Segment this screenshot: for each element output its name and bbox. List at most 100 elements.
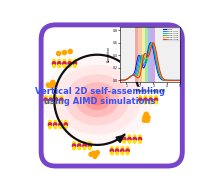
Circle shape	[128, 140, 131, 143]
Circle shape	[146, 115, 150, 119]
Circle shape	[128, 137, 131, 141]
Circle shape	[68, 65, 71, 67]
Circle shape	[155, 101, 157, 104]
Circle shape	[73, 142, 75, 144]
Circle shape	[54, 126, 57, 129]
Circle shape	[53, 65, 55, 67]
Circle shape	[88, 142, 91, 144]
Circle shape	[68, 49, 72, 54]
Circle shape	[139, 140, 141, 143]
Circle shape	[138, 137, 142, 141]
Circle shape	[92, 151, 95, 155]
Circle shape	[49, 126, 51, 129]
Circle shape	[139, 96, 142, 98]
Circle shape	[54, 121, 57, 123]
Circle shape	[126, 152, 129, 155]
Circle shape	[52, 83, 56, 87]
Circle shape	[146, 68, 149, 71]
Circle shape	[144, 98, 147, 101]
Circle shape	[93, 155, 97, 158]
Circle shape	[60, 101, 63, 104]
Circle shape	[78, 147, 81, 150]
Circle shape	[144, 63, 147, 66]
Circle shape	[139, 98, 142, 101]
Circle shape	[64, 123, 67, 126]
Circle shape	[55, 101, 58, 104]
Circle shape	[55, 96, 58, 98]
Circle shape	[149, 101, 152, 104]
Circle shape	[48, 123, 52, 126]
Circle shape	[133, 137, 136, 141]
Circle shape	[83, 142, 86, 144]
Circle shape	[64, 121, 67, 123]
Circle shape	[133, 135, 136, 138]
Ellipse shape	[90, 94, 104, 106]
Circle shape	[121, 147, 124, 149]
Circle shape	[58, 60, 61, 62]
Circle shape	[149, 98, 152, 101]
Circle shape	[64, 126, 67, 129]
Circle shape	[73, 65, 76, 67]
FancyBboxPatch shape	[41, 25, 182, 166]
Circle shape	[121, 152, 124, 155]
Circle shape	[144, 96, 147, 98]
Circle shape	[145, 70, 148, 74]
Circle shape	[49, 101, 52, 104]
Circle shape	[49, 96, 52, 98]
Circle shape	[145, 65, 148, 68]
Circle shape	[49, 121, 51, 123]
Circle shape	[68, 62, 71, 65]
Circle shape	[58, 62, 61, 65]
Circle shape	[44, 101, 47, 104]
Circle shape	[54, 123, 57, 126]
Circle shape	[133, 140, 136, 143]
Circle shape	[154, 98, 158, 101]
Circle shape	[110, 149, 114, 153]
Circle shape	[123, 140, 126, 143]
Ellipse shape	[65, 74, 129, 125]
Circle shape	[144, 112, 148, 116]
Circle shape	[139, 135, 141, 138]
Circle shape	[59, 121, 62, 123]
Circle shape	[89, 153, 93, 156]
Circle shape	[63, 60, 66, 62]
Circle shape	[63, 65, 66, 67]
Circle shape	[121, 149, 124, 153]
Circle shape	[123, 135, 126, 138]
Circle shape	[83, 147, 86, 150]
Circle shape	[63, 62, 66, 65]
Circle shape	[52, 62, 56, 65]
Circle shape	[59, 126, 62, 129]
Circle shape	[68, 60, 71, 62]
Circle shape	[60, 96, 63, 98]
Circle shape	[111, 152, 113, 155]
Circle shape	[60, 98, 63, 101]
Circle shape	[149, 96, 152, 98]
Circle shape	[46, 83, 51, 87]
Ellipse shape	[75, 82, 119, 117]
Circle shape	[54, 98, 58, 101]
Circle shape	[142, 118, 146, 122]
Circle shape	[143, 115, 147, 119]
Circle shape	[83, 144, 86, 147]
Circle shape	[111, 147, 113, 149]
Circle shape	[155, 96, 157, 98]
Circle shape	[126, 147, 129, 149]
Circle shape	[144, 101, 147, 104]
Text: using AIMD simulations: using AIMD simulations	[44, 98, 156, 106]
Ellipse shape	[84, 89, 110, 110]
Circle shape	[44, 96, 47, 98]
Circle shape	[123, 137, 126, 141]
Circle shape	[58, 65, 61, 67]
Circle shape	[126, 149, 129, 153]
Circle shape	[72, 144, 76, 147]
Circle shape	[95, 151, 99, 154]
Circle shape	[73, 147, 75, 150]
Circle shape	[78, 142, 81, 144]
Circle shape	[51, 80, 55, 85]
Circle shape	[145, 118, 150, 122]
Circle shape	[62, 50, 66, 55]
Circle shape	[49, 84, 53, 88]
Circle shape	[88, 147, 91, 150]
Circle shape	[73, 60, 76, 62]
